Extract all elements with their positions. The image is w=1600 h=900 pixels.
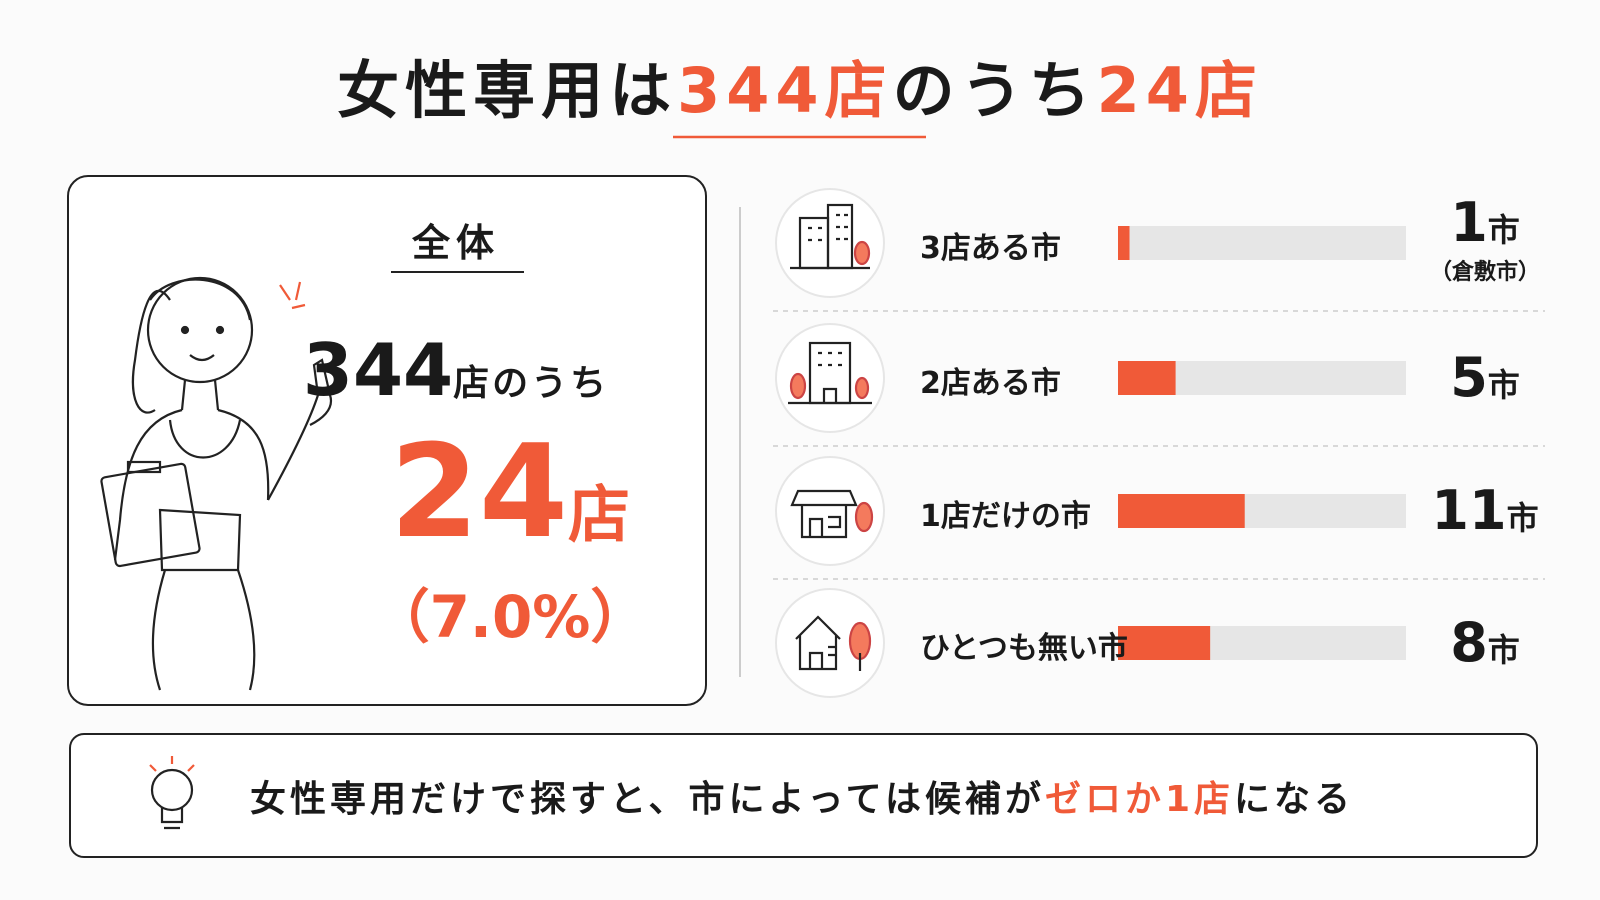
overall-count-line: 24店: [0, 418, 1020, 567]
row-value: 8市: [1390, 611, 1580, 674]
overall-total-line: 344店のうち: [0, 328, 912, 412]
icon-shape: [795, 615, 841, 671]
title-part: 女性専用は: [337, 54, 678, 127]
icon-shape: [775, 323, 885, 433]
note: 女性専用だけで探すと、市によっては候補がゼロか1店になる: [250, 770, 1354, 822]
bar-track: [1118, 226, 1406, 260]
overall-panel: [67, 175, 707, 706]
total: 344: [302, 328, 454, 412]
row-value: 1市 （倉敷市）: [1390, 191, 1580, 286]
icon-shape: [775, 188, 885, 298]
value: 11: [1431, 479, 1507, 542]
overall-label: 全体: [411, 221, 500, 265]
icon-shape: [788, 351, 872, 405]
row-value: 11市: [1390, 479, 1580, 542]
bar: [1118, 626, 1211, 660]
row-icon: [775, 588, 885, 698]
title-part: のうち: [892, 54, 1097, 127]
note-part: になる: [1234, 779, 1355, 820]
row-icon: [775, 456, 885, 566]
count-suffix: 店: [568, 478, 631, 551]
title-part: 24店: [1096, 54, 1263, 127]
row-icon: [775, 323, 885, 433]
bar: [1118, 226, 1130, 260]
share: （7.0%）: [371, 583, 649, 651]
value: 5: [1450, 346, 1488, 409]
icon-shape: [790, 213, 870, 270]
row-note: （倉敷市）: [1429, 260, 1540, 285]
bar: [1118, 494, 1245, 528]
row-label: 3店ある市: [920, 231, 1061, 266]
icon-shape: [854, 376, 870, 400]
title-part: 344店: [677, 54, 893, 127]
lightbulb-icon: [149, 756, 195, 830]
unit: 市: [1506, 499, 1539, 537]
row-value: 5市: [1390, 346, 1580, 409]
row-label: ひとつも無い市: [920, 631, 1128, 666]
note-part: ゼロか1店: [1044, 779, 1235, 820]
icon-shape: [790, 489, 858, 539]
unit: 市: [1487, 366, 1520, 404]
row-label: 1店だけの市: [920, 499, 1091, 534]
value: 1: [1450, 191, 1488, 254]
unit: 市: [1487, 211, 1520, 249]
row-label: 2店ある市: [920, 366, 1061, 401]
count: 24: [389, 418, 569, 567]
unit: 市: [1487, 631, 1520, 669]
row-icon: [775, 188, 885, 298]
total-suffix: 店のうち: [453, 363, 610, 404]
bar: [1118, 361, 1176, 395]
woman-illustration: [100, 276, 333, 691]
icon-shape: [853, 240, 871, 266]
note-part: 女性専用だけで探すと、市によっては候補が: [250, 779, 1045, 820]
icon-shape: [789, 372, 807, 400]
value: 8: [1450, 611, 1488, 674]
note-box: [69, 733, 1538, 858]
icon-shape: [854, 501, 874, 533]
title: 女性専用は344店のうち24店: [0, 40, 1600, 130]
